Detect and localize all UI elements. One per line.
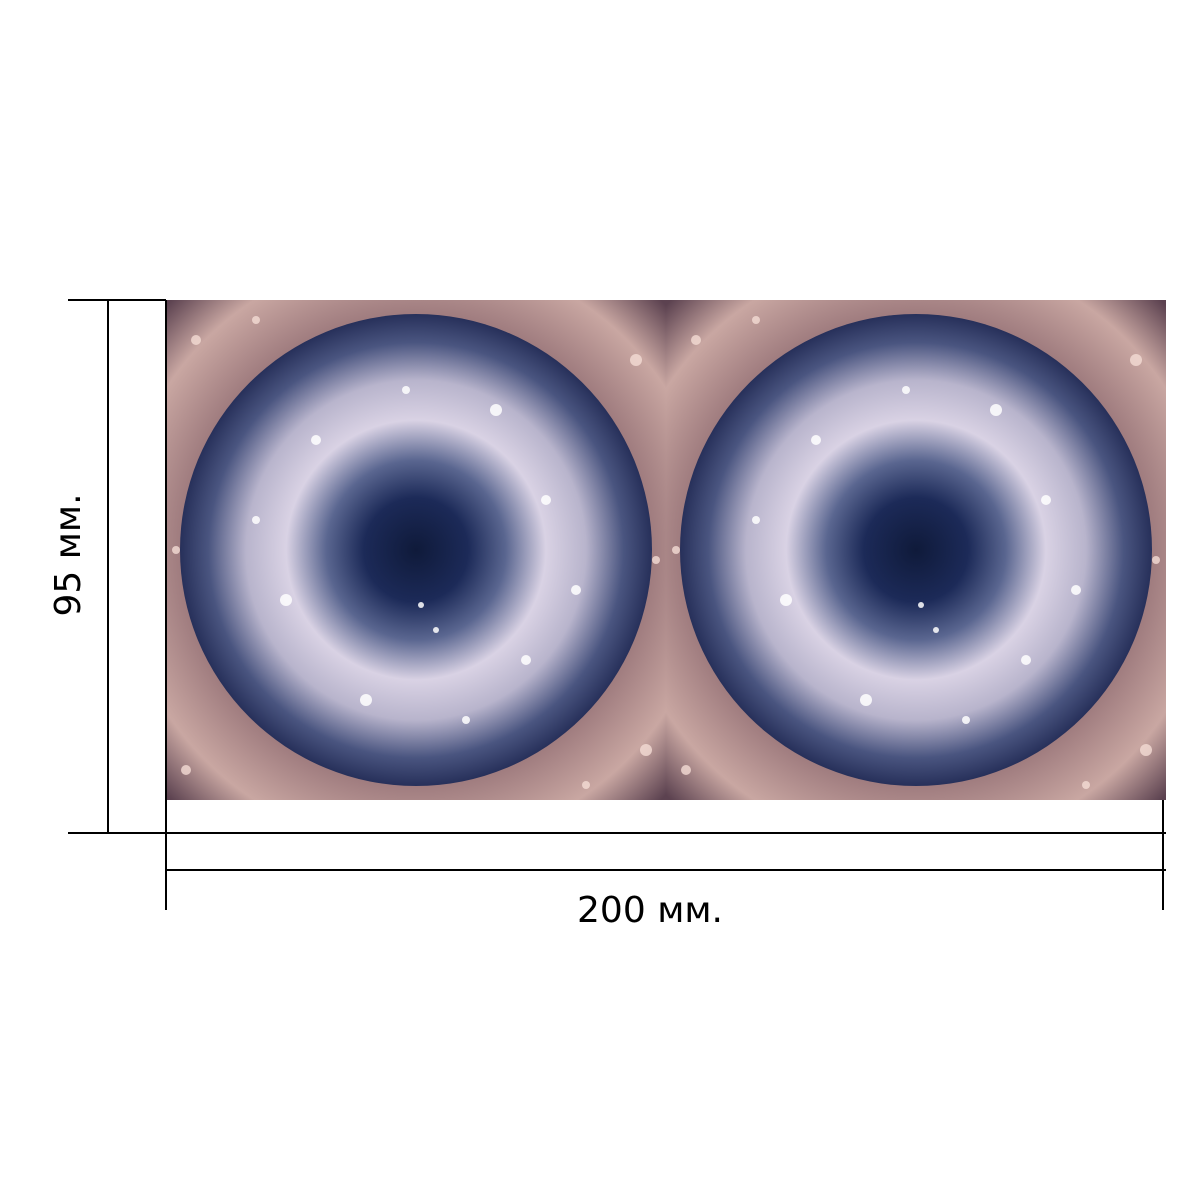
eye-image [166,300,666,800]
height-dimension [68,299,167,910]
eye-image [666,300,1166,800]
height-label: 95 мм. [48,493,89,616]
width-label: 200 мм. [577,890,723,931]
width-dimension [166,800,1166,910]
